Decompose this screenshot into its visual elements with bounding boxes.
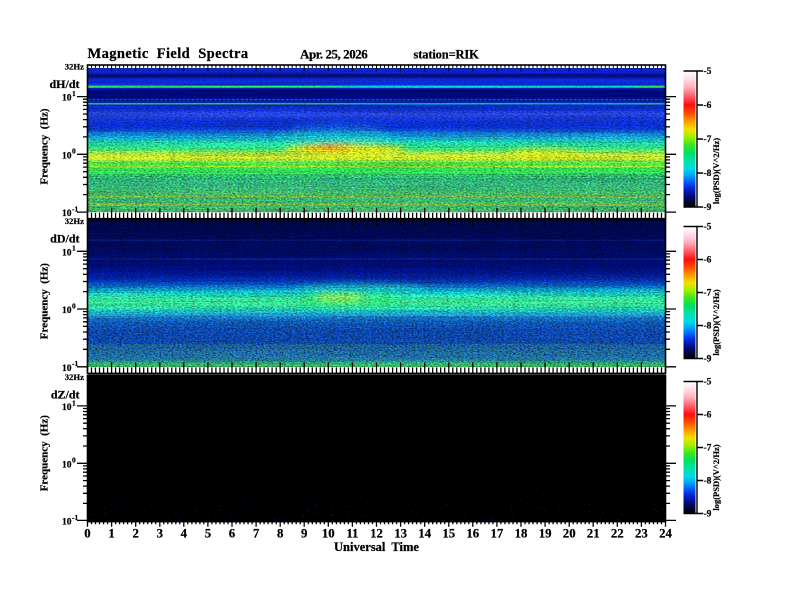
svg-text:Universal Time: Universal Time [334,540,419,554]
svg-text:10: 10 [62,209,72,219]
svg-text:2: 2 [132,526,138,540]
svg-text:24: 24 [659,526,672,540]
svg-text:dZ/dt: dZ/dt [51,388,80,402]
svg-text:-1: -1 [72,205,78,214]
svg-text:16: 16 [466,526,479,540]
svg-text:10: 10 [62,94,72,104]
svg-text:-7: -7 [704,289,712,299]
svg-text:Magnetic Field Spectra: Magnetic Field Spectra [88,46,249,62]
svg-text:-5: -5 [704,223,712,233]
svg-text:18: 18 [515,526,528,540]
svg-text:21: 21 [587,526,600,540]
svg-text:Apr. 25, 2026: Apr. 25, 2026 [300,47,368,62]
svg-text:dH/dt: dH/dt [49,77,79,91]
svg-text:-9: -9 [704,355,712,365]
svg-text:1: 1 [72,398,76,407]
svg-text:14: 14 [418,526,431,540]
svg-text:-8: -8 [704,322,712,332]
svg-text:22: 22 [611,526,624,540]
svg-text:12: 12 [370,526,383,540]
svg-text:11: 11 [346,526,358,540]
svg-text:23: 23 [635,526,648,540]
svg-text:0: 0 [84,526,90,540]
svg-text:log(PSD)(V^2/Hz): log(PSD)(V^2/Hz) [711,289,721,355]
svg-text:-6: -6 [704,256,712,266]
svg-text:32Hz: 32Hz [65,216,84,226]
svg-text:-7: -7 [704,444,712,454]
svg-text:-6: -6 [704,411,712,421]
svg-text:7: 7 [253,526,260,540]
svg-text:10: 10 [62,403,72,413]
svg-text:0: 0 [72,456,76,465]
svg-text:-8: -8 [704,169,712,179]
svg-text:Frequency (Hz): Frequency (Hz) [39,263,51,340]
svg-text:8: 8 [277,526,283,540]
svg-text:32Hz: 32Hz [65,62,84,72]
svg-text:-1: -1 [72,513,78,522]
svg-text:-1: -1 [72,359,78,368]
svg-text:0: 0 [72,301,76,310]
svg-text:1: 1 [108,526,114,540]
svg-text:17: 17 [491,526,504,540]
svg-text:13: 13 [394,526,407,540]
svg-text:-8: -8 [704,477,712,487]
svg-text:-5: -5 [704,378,712,388]
svg-text:4: 4 [181,526,188,540]
svg-text:10: 10 [62,151,72,161]
svg-text:station=RIK: station=RIK [414,47,480,61]
svg-text:1: 1 [72,89,76,98]
svg-text:5: 5 [205,526,211,540]
svg-text:-6: -6 [704,101,712,111]
svg-text:32Hz: 32Hz [65,372,84,382]
svg-text:-7: -7 [704,135,712,145]
svg-text:10: 10 [62,460,72,470]
svg-text:15: 15 [442,526,455,540]
svg-text:Frequency (Hz): Frequency (Hz) [39,415,51,492]
svg-text:-5: -5 [704,67,712,77]
svg-text:20: 20 [563,526,576,540]
svg-text:19: 19 [539,526,552,540]
svg-text:3: 3 [157,526,163,540]
svg-text:6: 6 [229,526,236,540]
svg-text:1: 1 [72,244,76,253]
svg-text:10: 10 [62,364,72,374]
svg-text:10: 10 [322,526,335,540]
svg-text:Frequency (Hz): Frequency (Hz) [39,108,51,185]
svg-text:10: 10 [62,306,72,316]
svg-text:9: 9 [301,526,307,540]
svg-text:-9: -9 [704,203,712,213]
svg-text:log(PSD)(V^2/Hz): log(PSD)(V^2/Hz) [711,138,721,204]
svg-text:-9: -9 [704,510,712,520]
svg-text:10: 10 [62,517,72,527]
svg-text:0: 0 [72,147,76,156]
svg-text:dD/dt: dD/dt [50,232,79,246]
svg-text:10: 10 [62,248,72,258]
svg-text:log(PSD)(V^2/Hz): log(PSD)(V^2/Hz) [711,444,721,510]
